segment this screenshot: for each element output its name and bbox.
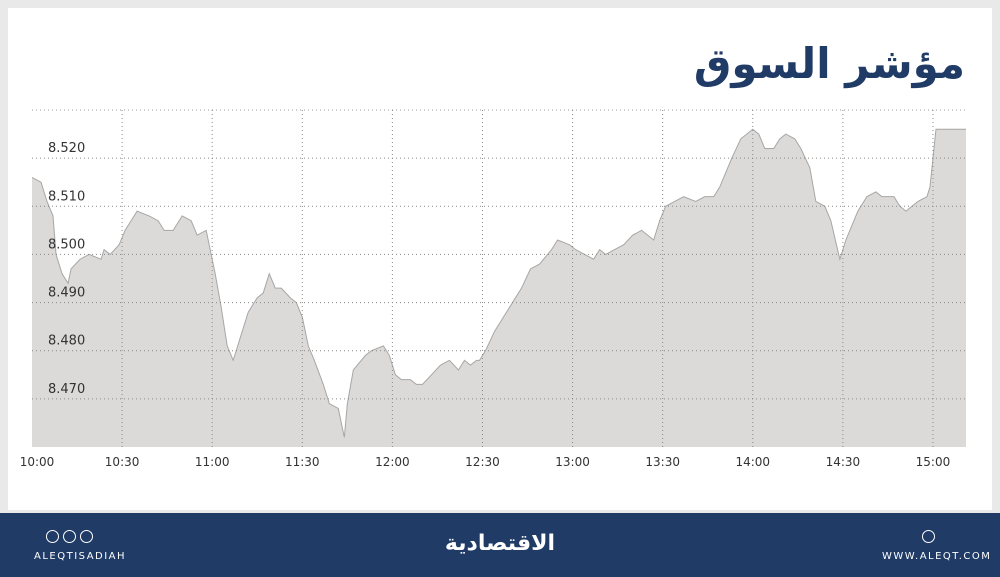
x-tick-label: 11:30: [285, 455, 320, 469]
footer-website: WWW.ALEQT.COM: [882, 551, 992, 562]
x-tick-label: 13:30: [645, 455, 680, 469]
y-tick-label: 8.490: [48, 286, 85, 301]
y-tick-label: 8.470: [48, 382, 85, 397]
x-tick-label: 10:30: [105, 455, 140, 469]
chart: مؤشر السوق 8.470 8.480 8.490 8.500 8.510 8.52…: [20, 39, 966, 469]
x-tick-label: 10:00: [20, 455, 55, 469]
chart-title: مؤشر السوق: [694, 39, 965, 89]
x-tick-label: 11:00: [195, 455, 230, 469]
web-icon: [922, 530, 935, 543]
area: [32, 129, 966, 447]
y-tick-label: 8.510: [48, 189, 85, 204]
footer-logo: الاقتصادية: [444, 531, 556, 556]
x-tick-label: 12:00: [375, 455, 410, 469]
y-tick-label: 8.500: [48, 237, 85, 252]
social-icons: [46, 530, 93, 543]
footer-handle: ALEQTISADIAH: [34, 551, 127, 562]
y-tick-label: 8.520: [48, 141, 85, 156]
line: [31, 128, 966, 438]
x-tick-label: 14:00: [735, 455, 770, 469]
footer: ALEQTISADIAH الاقتصادية WWW.ALEQT.COM: [0, 513, 1000, 577]
x-tick-label: 12:30: [465, 455, 500, 469]
y-tick-label: 8.480: [48, 334, 85, 349]
x-tick-label: 14:30: [826, 455, 861, 469]
x-tick-label: 15:00: [916, 455, 951, 469]
x-tick-label: 13:00: [555, 455, 590, 469]
